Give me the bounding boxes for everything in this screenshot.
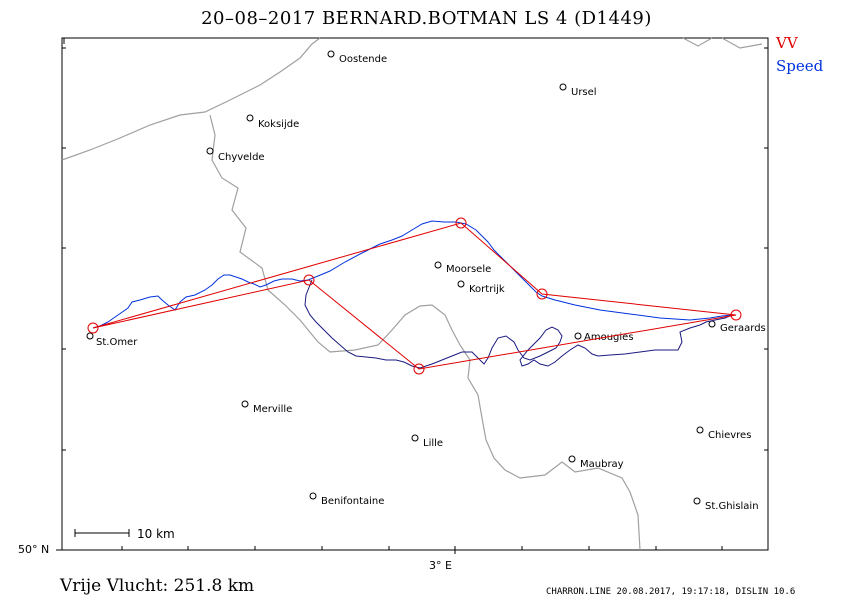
turnpoint-circle [87, 322, 99, 334]
city-marker-benifontaine [309, 492, 317, 500]
city-label: Amougies [584, 332, 634, 343]
border-north [682, 37, 763, 49]
flight-track-dark [304, 279, 733, 369]
turnpoint-circle [730, 309, 742, 321]
city-marker-kortrijk [457, 280, 465, 288]
city-label: Chyvelde [218, 152, 265, 163]
city-markers [86, 50, 716, 505]
turnpoint-circle [536, 288, 548, 300]
city-marker-ursel [559, 83, 567, 91]
city-marker-st-omer [86, 332, 94, 340]
city-marker-merville [241, 400, 249, 408]
border-france-belgium [209, 114, 641, 551]
turnpoint-circle [413, 363, 425, 375]
turnpoint-circle [455, 217, 467, 229]
flight-track-blue [92, 220, 733, 329]
city-label: Merville [253, 404, 292, 415]
scale-bar: 10 km [74, 527, 175, 541]
city-labels: Oostende Ursel Koksijde Chyvelde Moorsel… [96, 54, 766, 512]
city-label: Moorsele [446, 264, 491, 275]
city-label: Kortrijk [469, 284, 505, 295]
turnpoint-circle [303, 274, 315, 286]
city-label: St.Ghislain [705, 501, 759, 512]
city-marker-st-ghislain [693, 497, 701, 505]
city-marker-moorsele [434, 261, 442, 269]
credit-line: CHARRON.LINE 20.08.2017, 19:17:18, DISLI… [546, 587, 796, 597]
longitude-label: 3° E [429, 559, 452, 572]
city-label: St.Omer [96, 337, 138, 348]
city-marker-chyvelde [206, 147, 214, 155]
city-marker-geraards [708, 320, 716, 328]
map-frame [61, 37, 769, 551]
turnpoints [87, 217, 742, 375]
city-marker-maubray [568, 455, 576, 463]
distance-summary: Vrije Vlucht: 251.8 km [60, 576, 255, 596]
coastline [61, 37, 321, 161]
task-line [92, 222, 737, 370]
city-label: Benifontaine [321, 496, 384, 507]
legend-vv: VV [776, 34, 798, 52]
city-label: Oostende [339, 54, 387, 65]
city-label: Koksijde [258, 119, 299, 130]
city-marker-koksijde [246, 114, 254, 122]
city-label: Ursel [571, 87, 597, 98]
latitude-label: 50° N [18, 543, 50, 556]
city-label: Lille [423, 438, 443, 449]
city-marker-chievres [696, 426, 704, 434]
city-marker-oostende [327, 50, 335, 58]
axis-ticks [56, 38, 768, 554]
scale-bar-label: 10 km [137, 527, 175, 541]
city-marker-lille [411, 434, 419, 442]
city-label: Maubray [580, 459, 624, 470]
city-marker-amougies [574, 332, 582, 340]
city-label: Geraards [720, 323, 766, 334]
legend-speed: Speed [776, 57, 824, 75]
city-label: Chievres [708, 430, 751, 441]
map-title: 20–08–2017 BERNARD.BOTMAN LS 4 (D1449) [201, 8, 652, 29]
